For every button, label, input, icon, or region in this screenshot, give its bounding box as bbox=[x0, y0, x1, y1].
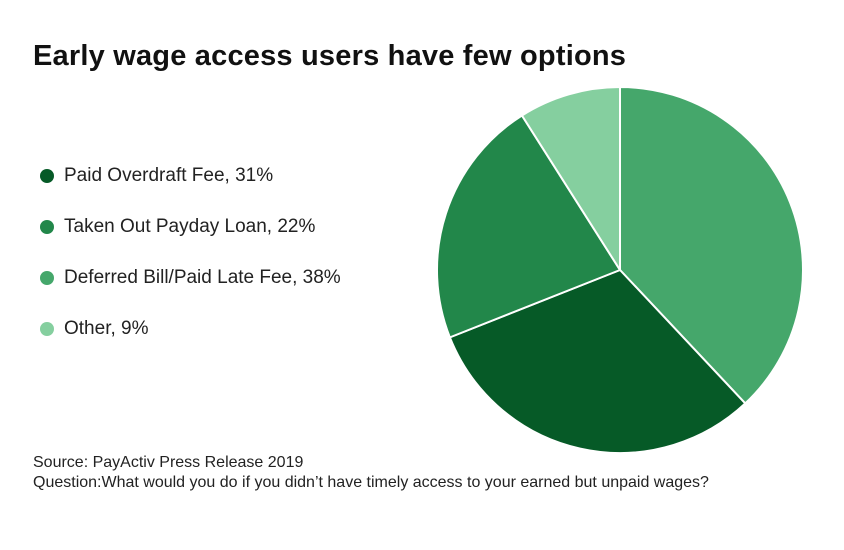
legend-item-deferred-bill: Deferred Bill/Paid Late Fee, 38% bbox=[40, 252, 341, 303]
legend-item-payday-loan: Taken Out Payday Loan, 22% bbox=[40, 201, 341, 252]
question-text: Question:What would you do if you didn’t… bbox=[33, 474, 709, 491]
legend-swatch-deferred-bill bbox=[40, 270, 54, 285]
pie-slice-other bbox=[520, 86, 621, 271]
chart-title: Early wage access users have few options bbox=[33, 40, 627, 72]
legend-label-payday-loan: Taken Out Payday Loan, 22% bbox=[64, 215, 316, 237]
legend-swatch-payday-loan bbox=[40, 219, 54, 234]
pie-slices bbox=[436, 86, 804, 454]
legend-swatch-overdraft bbox=[40, 168, 54, 183]
source-text: Source: PayActiv Press Release 2019 bbox=[33, 454, 304, 471]
legend-swatch-other bbox=[40, 321, 54, 336]
legend-label-other: Other, 9% bbox=[64, 317, 149, 339]
pie-slice-paid-overdraft-fee bbox=[448, 269, 747, 454]
pie-slice-taken-out-payday-loan bbox=[436, 114, 621, 339]
legend-label-deferred-bill: Deferred Bill/Paid Late Fee, 38% bbox=[64, 266, 341, 288]
legend-item-overdraft: Paid Overdraft Fee, 31% bbox=[40, 150, 341, 201]
legend-label-overdraft: Paid Overdraft Fee, 31% bbox=[64, 164, 274, 186]
legend-item-other: Other, 9% bbox=[40, 303, 341, 354]
legend: Paid Overdraft Fee, 31% Taken Out Payday… bbox=[40, 150, 341, 354]
source-note: Source: PayActiv Press Release 2019 Ques… bbox=[33, 453, 793, 493]
pie-slice-deferred-bill-paid-late-fee bbox=[619, 86, 804, 405]
